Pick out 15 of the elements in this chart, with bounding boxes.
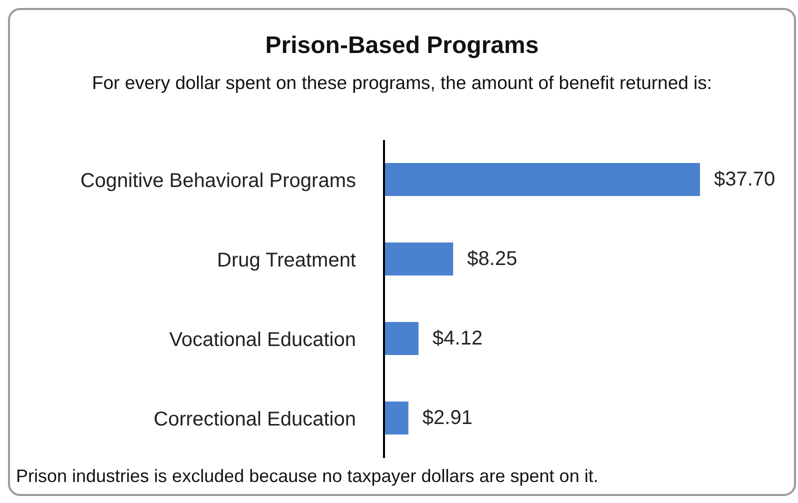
y-tick-label: Correctional Education <box>154 408 356 430</box>
data-label: $8.25 <box>467 248 518 270</box>
data-label: $4.12 <box>432 328 483 350</box>
chart-title: Prison-Based Programs <box>264 32 540 60</box>
y-tick-label: Drug Treatment <box>217 249 356 272</box>
text: Prison industries is excluded because no taxpayer dollars are spent on it. <box>16 466 598 487</box>
data-label: $37.70 <box>714 168 776 190</box>
y-tick-label: Cognitive Behavioral Programs <box>80 170 356 192</box>
bar <box>384 242 454 276</box>
bar <box>384 322 419 355</box>
data-label: $2.91 <box>422 407 472 429</box>
y-tick-label: Vocational Education <box>169 328 356 351</box>
bar <box>384 402 408 434</box>
bar <box>384 163 700 196</box>
chart-subtitle: For every dollar spent on these programs, the amount of benefit returned is: <box>90 72 714 94</box>
